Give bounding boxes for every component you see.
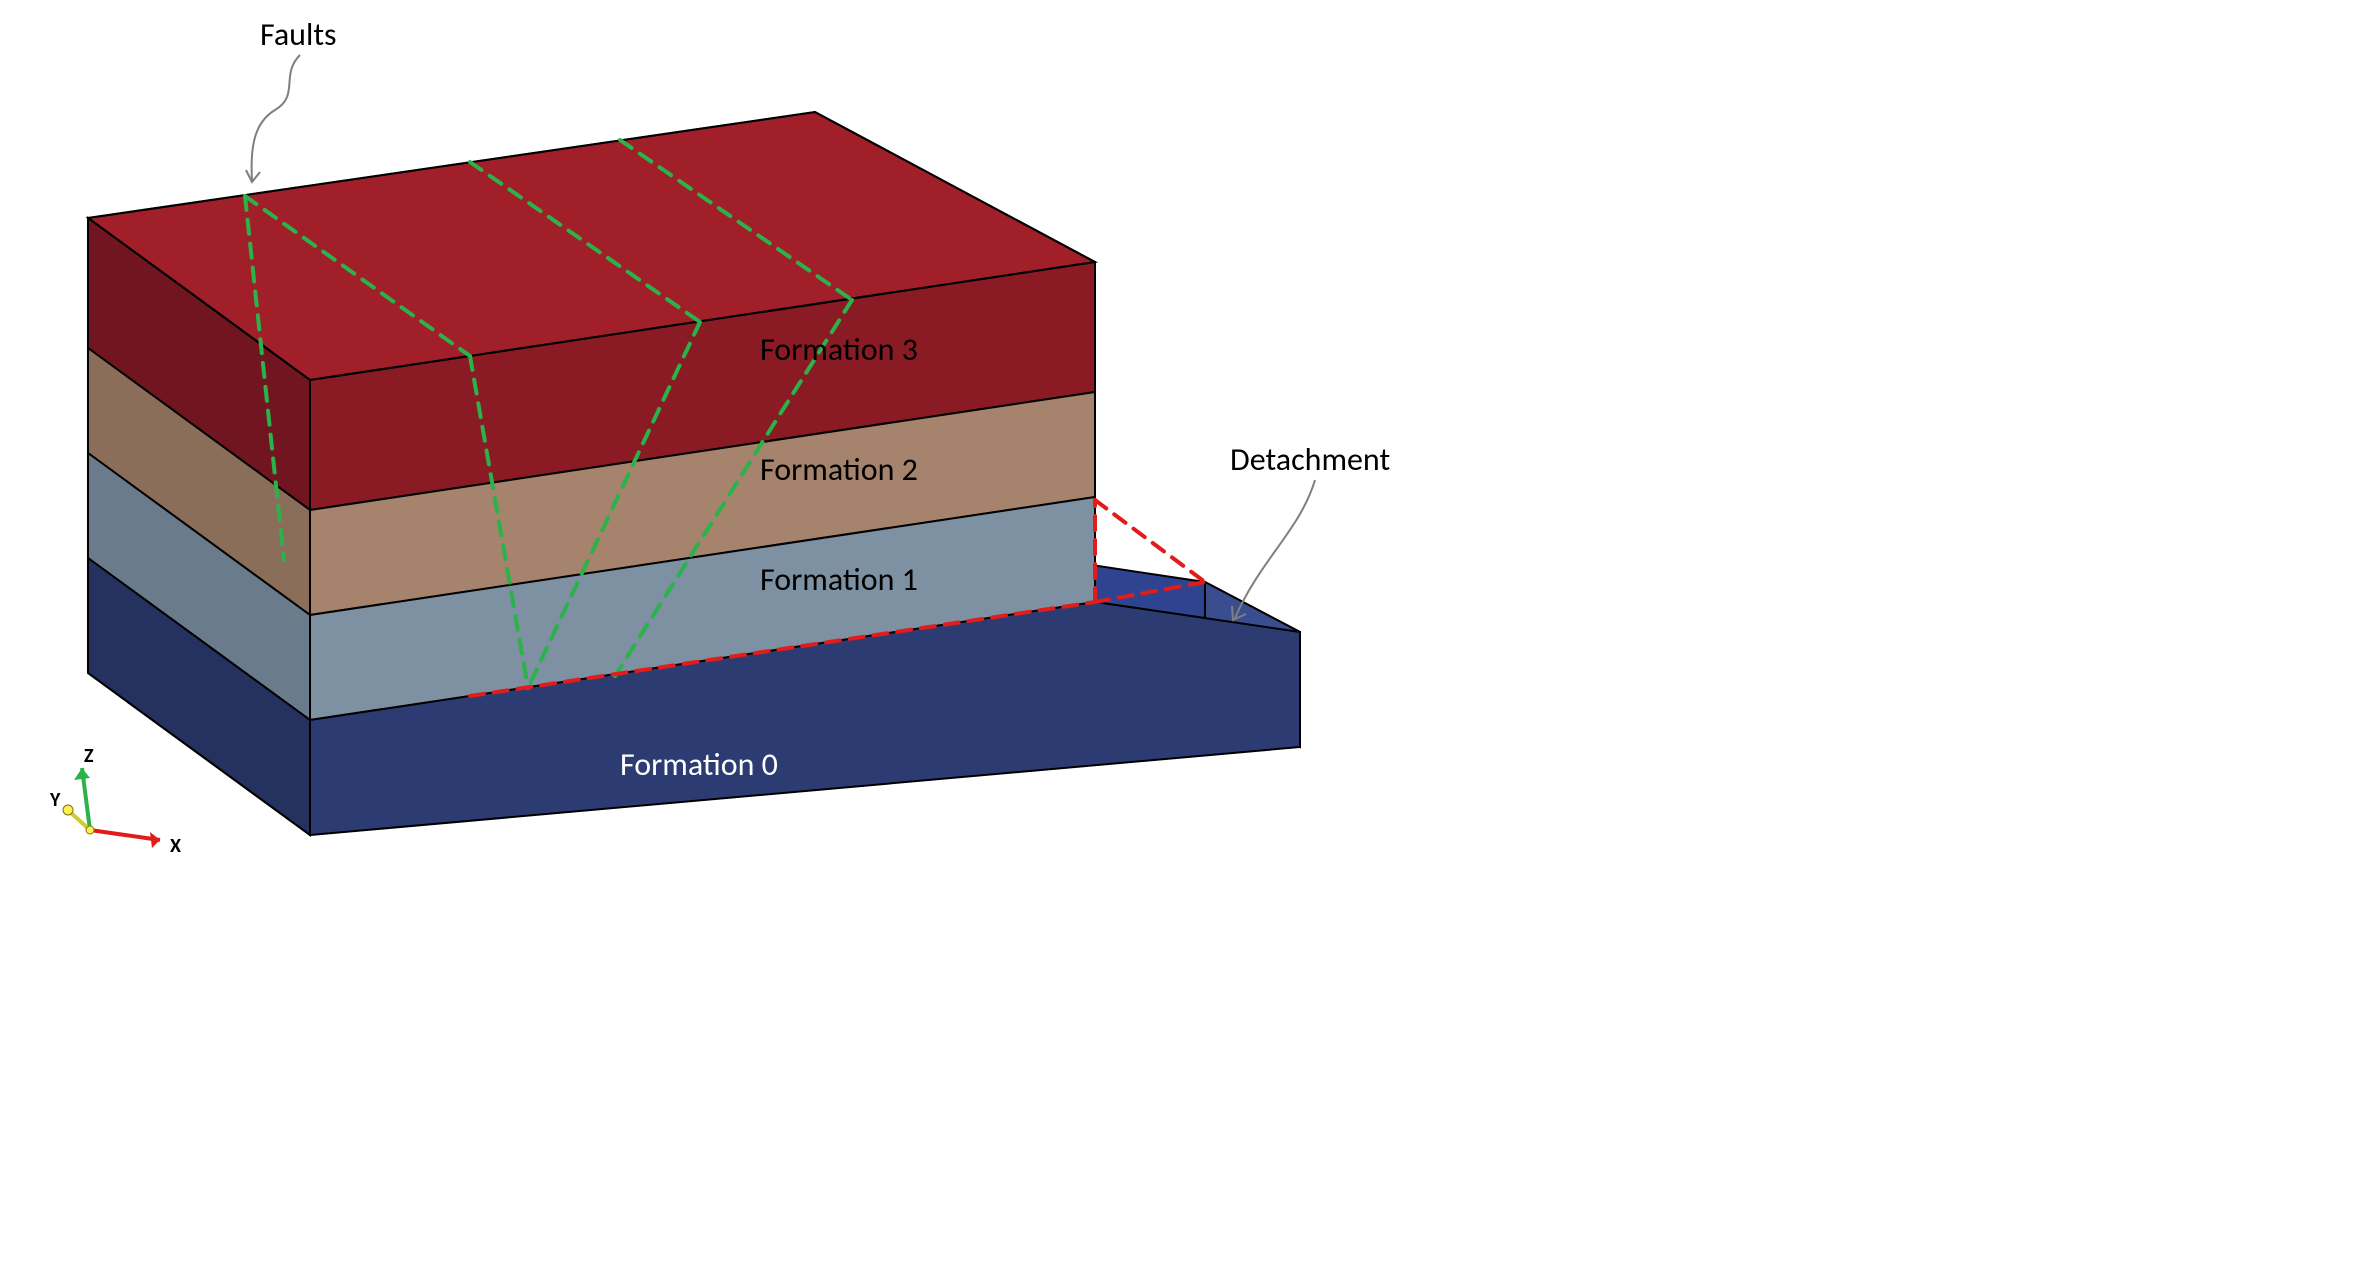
detachment-annotation: Detachment: [1230, 440, 1390, 479]
faults-leader-arrow: [246, 170, 260, 182]
label-f0: Formation 0: [620, 745, 778, 784]
label-f2: Formation 2: [760, 450, 918, 489]
label-f3: Formation 3: [760, 330, 918, 369]
faults-leader: [252, 55, 300, 180]
faults-annotation: Faults: [260, 15, 337, 54]
axis-triad: X Z Y: [49, 744, 181, 858]
svg-text:Z: Z: [84, 744, 94, 768]
svg-text:X: X: [170, 834, 181, 858]
detachment-leader: [1235, 480, 1315, 618]
svg-text:Y: Y: [49, 788, 61, 812]
label-f1: Formation 1: [760, 560, 918, 599]
